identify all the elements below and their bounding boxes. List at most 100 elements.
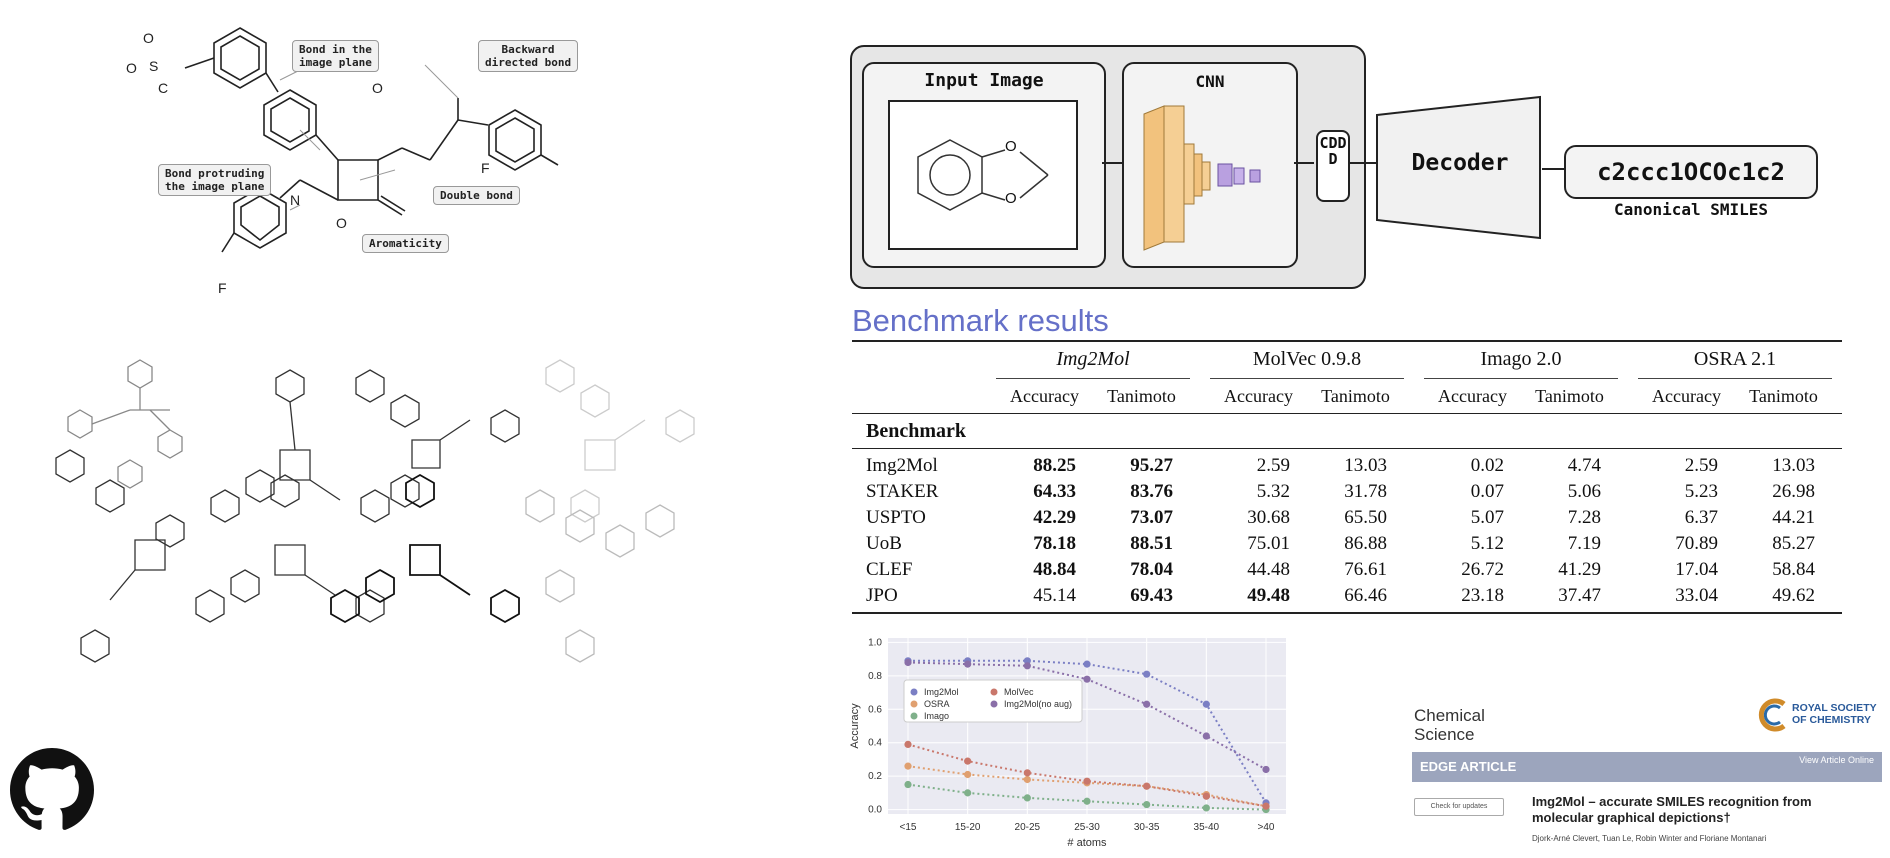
data-point: [1083, 660, 1091, 668]
atom-oxygen: O: [336, 215, 347, 231]
edge-article-banner: EDGE ARTICLE View Article Online: [1412, 752, 1882, 782]
data-point: [1262, 802, 1270, 810]
table-cell: 73.07: [1130, 507, 1173, 528]
atom-nitrogen: N: [290, 192, 301, 208]
legend-marker: [910, 688, 918, 696]
table-cell: 45.14: [1033, 585, 1076, 606]
benchmark-name: Img2Mol: [866, 455, 938, 476]
x-tick-label: 35-40: [1194, 822, 1220, 833]
callout-bond-protruding: Bond protruding the image plane: [158, 164, 272, 196]
metric-subheader: Tanimoto: [1749, 386, 1818, 406]
subheader-row: Accuracy Tanimoto Accuracy Tanimoto Accuracy…: [994, 386, 1842, 412]
table-cell: 2.59: [1256, 455, 1290, 476]
table-cell: 5.23: [1684, 481, 1718, 502]
callout-bond-in-plane: Bond in the image plane: [292, 40, 379, 72]
table-cell: 7.19: [1567, 533, 1601, 554]
arrow-line: [1102, 162, 1122, 164]
data-point: [1023, 657, 1031, 665]
table-bottom-rule: [852, 612, 1842, 614]
callout-aromaticity: Aromaticity: [362, 234, 449, 253]
table-mid-rule: [852, 413, 1842, 414]
legend-label: MolVec: [1004, 687, 1034, 697]
table-cell: 70.89: [1675, 533, 1718, 554]
table-cell: 88.25: [1033, 455, 1076, 476]
cnn-box: CNN: [1122, 62, 1298, 268]
data-point: [964, 660, 972, 668]
benchmark-name: UoB: [866, 533, 902, 554]
y-axis-label: Accuracy: [849, 703, 861, 749]
y-tick-label: 1.0: [868, 637, 882, 648]
table-cell: 42.29: [1033, 507, 1076, 528]
view-article-online-link[interactable]: View Article Online: [1799, 755, 1874, 765]
table-row: USPTO 42.29 73.07 30.68 65.50 5.07 7.28 6.37 44.…: [852, 507, 1842, 533]
data-point: [904, 658, 912, 667]
data-point: [904, 762, 912, 770]
input-molecule-image: O O: [888, 100, 1078, 250]
atom-oxygen: O: [143, 30, 154, 46]
annotated-molecule: O O S C O F N O F: [126, 10, 600, 296]
table-cell: 0.07: [1470, 481, 1504, 502]
legend-label: Imago: [924, 711, 949, 721]
data-point: [1202, 732, 1210, 740]
data-point: [1083, 675, 1091, 683]
legend-label: Img2Mol: [924, 687, 959, 697]
table-cell: 44.21: [1772, 507, 1815, 528]
group-rule: [996, 378, 1190, 379]
table-row: STAKER 64.33 83.76 5.32 31.78 0.07 5.06 5.23 26.…: [852, 481, 1842, 507]
cnn-label: CNN: [1195, 72, 1225, 91]
x-tick-label: 20-25: [1015, 822, 1041, 833]
molecule-thumb: [55, 449, 185, 663]
smiles-output-box: c2ccc1OCOc1c2: [1564, 145, 1818, 199]
edge-article-label: EDGE ARTICLE: [1420, 759, 1517, 774]
table-cell: 5.06: [1567, 481, 1601, 502]
table-cell: 85.27: [1772, 533, 1815, 554]
data-point: [1202, 700, 1210, 708]
table-cell: 6.37: [1684, 507, 1718, 528]
benchmark-name: CLEF: [866, 559, 913, 580]
table-cell: 33.04: [1675, 585, 1718, 606]
metric-subheader: Tanimoto: [1321, 386, 1390, 406]
table-cell: 49.62: [1772, 585, 1815, 606]
github-icon[interactable]: [10, 748, 94, 832]
data-point: [1143, 700, 1151, 708]
table-row: JPO 45.14 69.43 49.48 66.46 23.18 37.47 33.04 49…: [852, 585, 1842, 611]
table-cell: 5.12: [1470, 533, 1504, 554]
cddd-latent-box: CDDD: [1316, 130, 1350, 202]
molecule-thumb: [210, 369, 390, 523]
y-tick-label: 0.6: [868, 704, 882, 715]
rsc-logo-icon: [1758, 698, 1786, 732]
x-tick-label: 25-30: [1074, 822, 1100, 833]
metric-subheader: Tanimoto: [1107, 386, 1176, 406]
data-point: [1023, 775, 1031, 784]
table-row: CLEF 48.84 78.04 44.48 76.61 26.72 41.29 17.04 5…: [852, 559, 1842, 585]
metric-subheader: Tanimoto: [1535, 386, 1604, 406]
group-rule: [1210, 378, 1404, 379]
table-cell: 78.04: [1130, 559, 1173, 580]
table-cell: 49.48: [1247, 585, 1290, 606]
metric-subheader: Accuracy: [1010, 386, 1079, 406]
callout-backward-bond: Backward directed bond: [478, 40, 579, 72]
legend-marker: [990, 700, 998, 708]
metric-subheader: Accuracy: [1652, 386, 1721, 406]
molecule-thumb: [545, 359, 695, 523]
paper-header: Chemical Science ROYAL SOCIETY OF CHEMIS…: [1412, 698, 1882, 856]
tool-header: MolVec 0.9.8: [1252, 348, 1362, 370]
table-cell: 5.32: [1256, 481, 1290, 502]
y-tick-label: 0.0: [868, 805, 882, 816]
table-cell: 76.61: [1344, 559, 1387, 580]
paper-authors: Djork-Arné Clevert, Tuan Le, Robin Winte…: [1532, 834, 1767, 843]
atom-oxygen: O: [126, 60, 137, 76]
check-for-updates-button[interactable]: Check for updates: [1414, 798, 1504, 816]
table-cell: 88.51: [1130, 533, 1173, 554]
table-row: Img2Mol 88.25 95.27 2.59 13.03 0.02 4.74 2.59 13…: [852, 455, 1842, 481]
table-cell: 2.59: [1684, 455, 1718, 476]
molecule-thumb: [67, 359, 183, 489]
data-point: [1202, 804, 1210, 812]
table-cell: 75.01: [1247, 533, 1290, 554]
table-cell: 7.28: [1567, 507, 1601, 528]
legend-marker: [910, 712, 918, 720]
arrow-line: [1542, 168, 1564, 170]
legend-marker: [910, 700, 918, 708]
data-point: [964, 757, 972, 765]
paper-title: Img2Mol – accurate SMILES recognition fr…: [1532, 794, 1812, 825]
